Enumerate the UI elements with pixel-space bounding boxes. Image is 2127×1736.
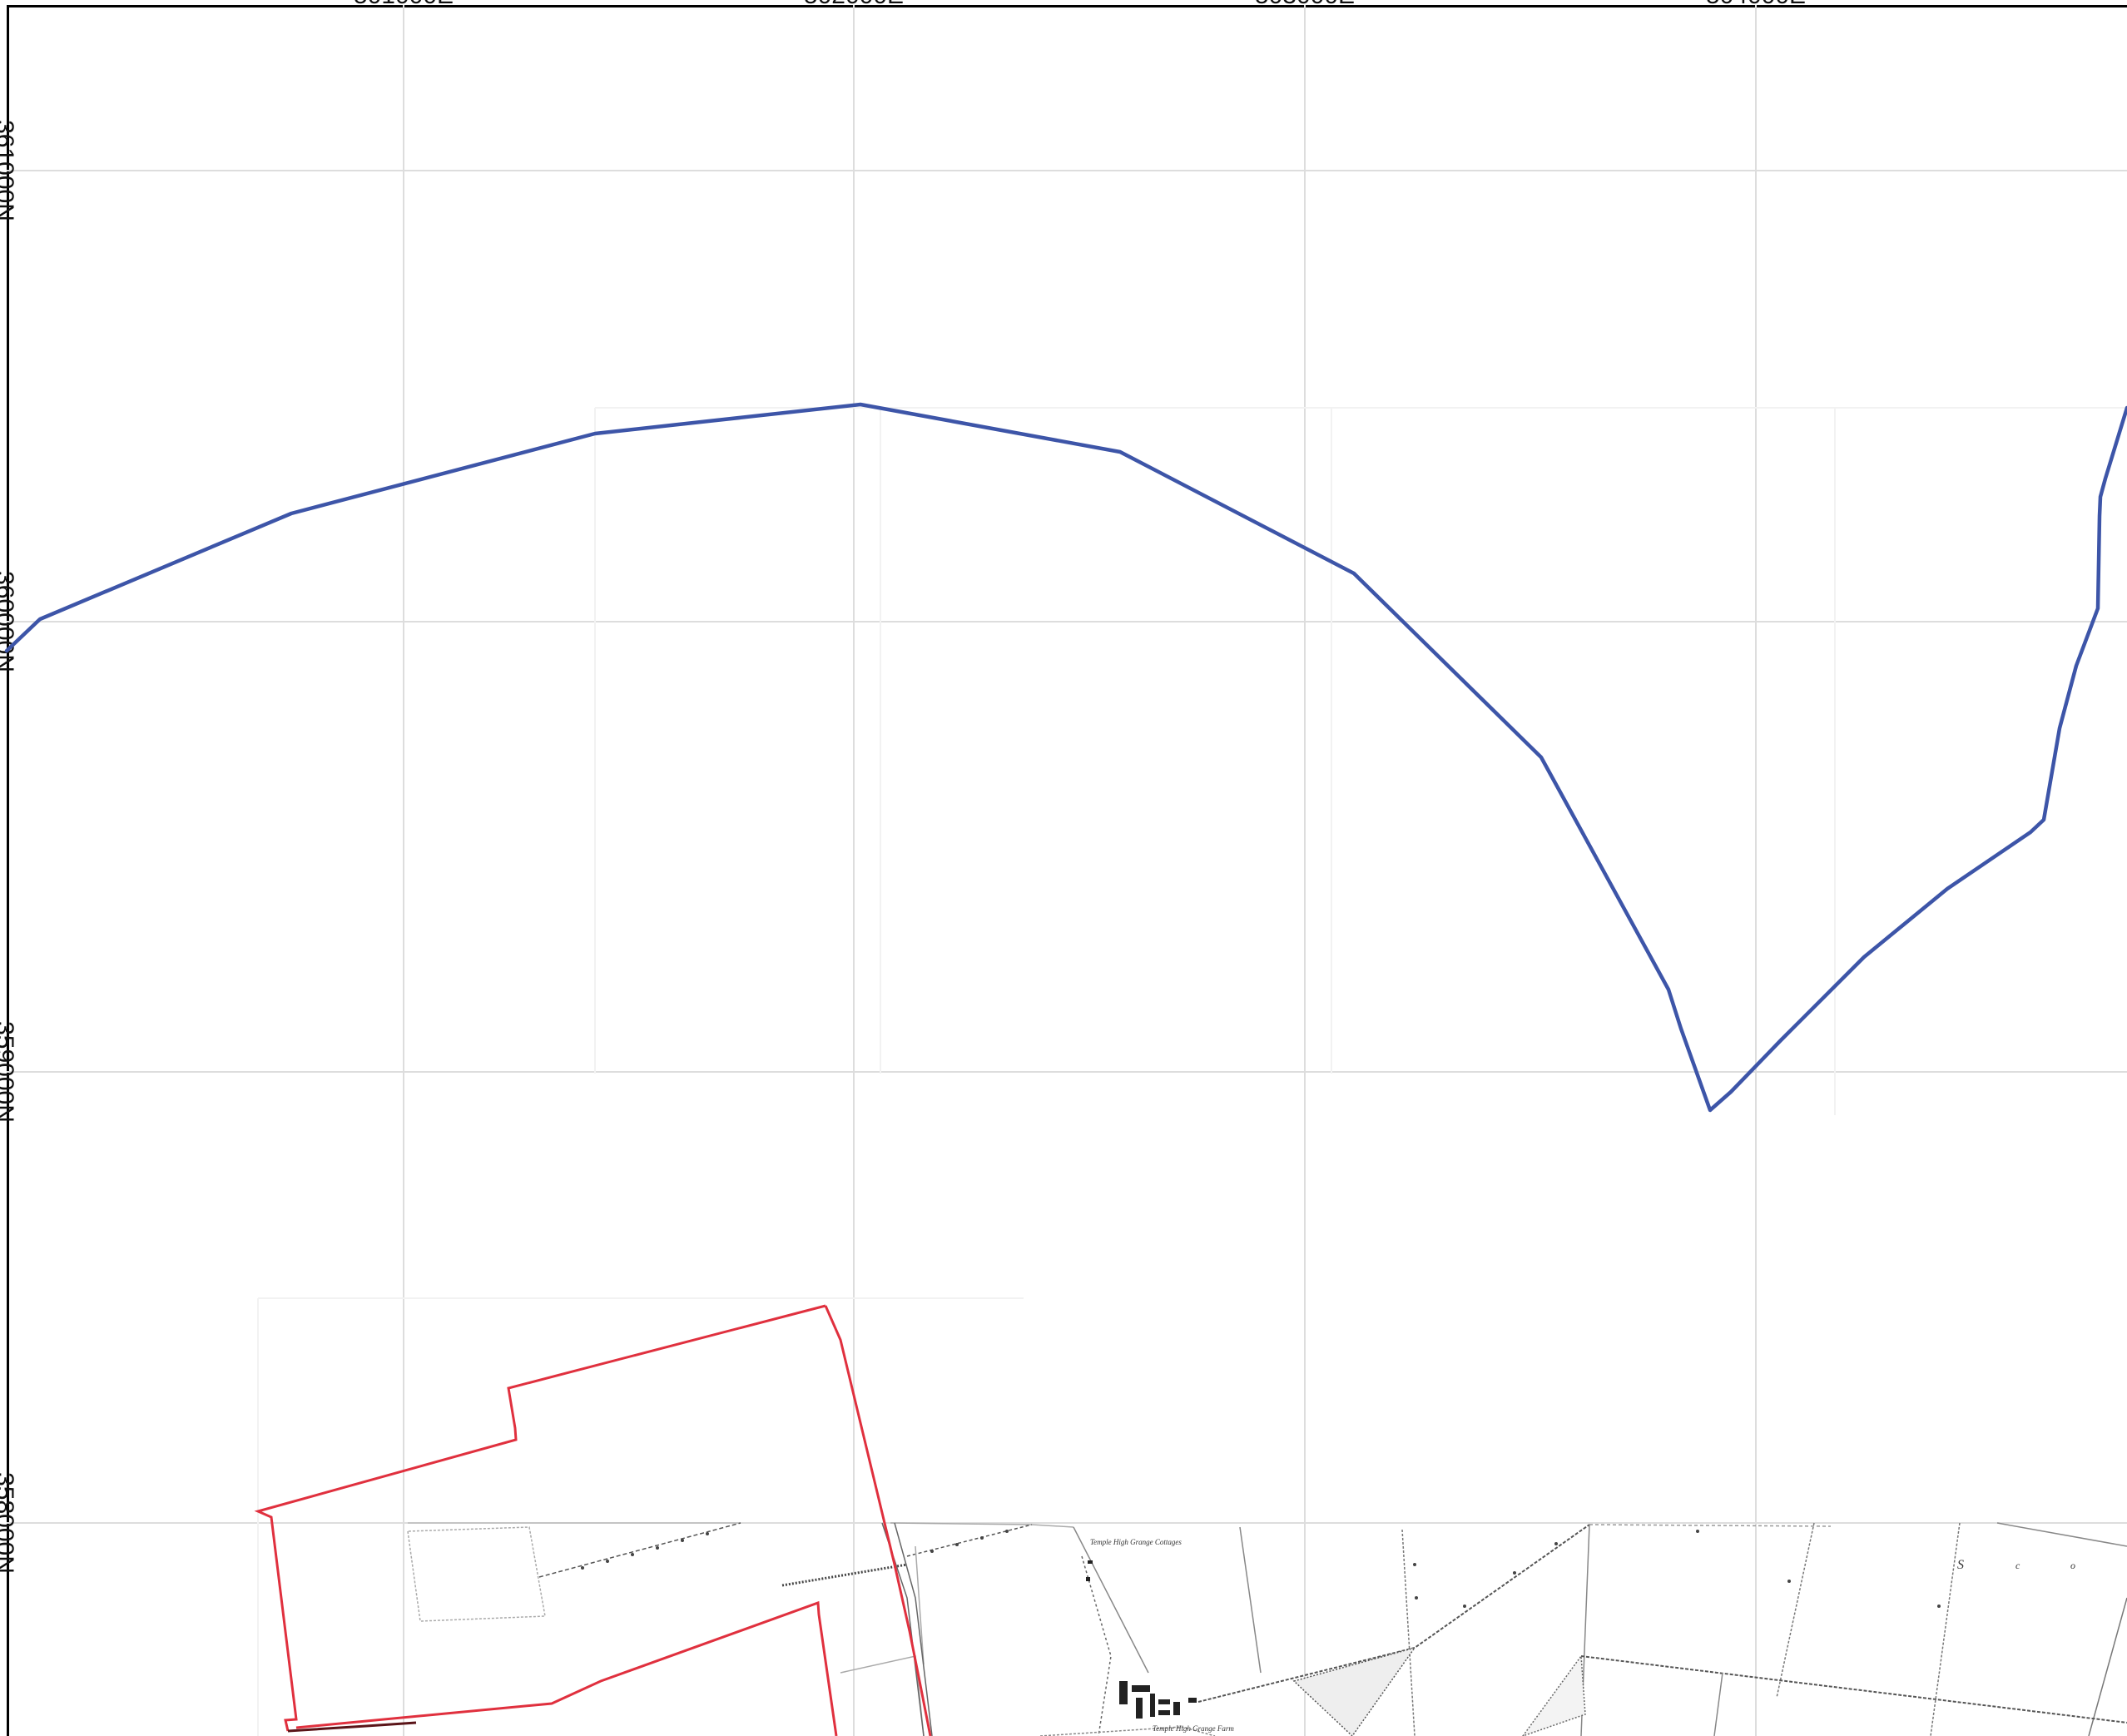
field-boundary: [1776, 1522, 1815, 1699]
tree: [1554, 1542, 1558, 1545]
label-letter-s: S: [1957, 1558, 1964, 1572]
hedge-trees: [581, 1530, 1941, 1608]
field-hedge: [781, 1563, 908, 1587]
farm-building: [1158, 1710, 1170, 1715]
field-boundary: [1081, 1555, 1112, 1736]
field-boundary: [2088, 1597, 2127, 1736]
northing-label-1: 361000N: [0, 120, 18, 221]
farm-building: [1173, 1702, 1180, 1715]
northing-label-3: 359000N: [0, 1021, 18, 1123]
tree: [606, 1560, 609, 1563]
tree: [681, 1539, 684, 1542]
farm-building: [1136, 1698, 1143, 1719]
tree: [1463, 1605, 1466, 1608]
cottage: [1088, 1560, 1093, 1564]
tree: [656, 1546, 659, 1550]
basemap-top-edge-3: [1589, 1524, 1832, 1527]
easting-labels: 501000E 502000E 503000E 504000E: [354, 0, 1806, 9]
woodland-plot: [1522, 1654, 1586, 1736]
tree: [1696, 1530, 1699, 1533]
field-boundary: [915, 1545, 925, 1665]
tree: [1413, 1563, 1416, 1566]
field-boundary: [1401, 1529, 1416, 1736]
field-boundary: [1713, 1672, 1723, 1736]
northing-labels: 361000N 360000N 359000N 358000N: [0, 120, 18, 1574]
farm-building: [1158, 1699, 1170, 1704]
red-site-boundary[interactable]: [824, 1305, 932, 1736]
label-cottages: Temple High Grange Cottages: [1090, 1538, 1182, 1546]
road: [894, 1522, 933, 1736]
farm-building: [1150, 1694, 1155, 1717]
tile-edges: [257, 407, 2127, 1736]
label-farm: Temple High Grange Farm: [1153, 1724, 1234, 1733]
easting-label-2: 502000E: [804, 0, 904, 9]
basemap-labels: Temple High Grange Cottages Temple High …: [1090, 1538, 2075, 1733]
farm-buildings: [1086, 1560, 1197, 1719]
field-hedge: [538, 1522, 741, 1578]
tree: [930, 1550, 934, 1553]
easting-label-4: 504000E: [1706, 0, 1806, 9]
cottage: [1086, 1577, 1090, 1581]
map-frame: [7, 5, 2127, 1736]
field-boundary: [1239, 1526, 1262, 1674]
label-letter-c: c: [2015, 1560, 2020, 1571]
red-site-boundary-south[interactable]: [295, 1600, 838, 1736]
track: [1039, 1726, 1216, 1736]
historic-basemap: [407, 1522, 2127, 1736]
northing-label-4: 358000N: [0, 1472, 18, 1574]
basemap-top-edge-4: [1996, 1522, 2127, 1547]
tree: [1513, 1571, 1516, 1575]
blue-boundary-line[interactable]: [4, 402, 2127, 1113]
label-letter-o: o: [2070, 1560, 2075, 1571]
woodland-plot: [1292, 1646, 1416, 1736]
farm-building: [1188, 1698, 1197, 1703]
grid-lines: [7, 5, 2127, 1736]
field-hedge: [906, 1524, 1033, 1557]
tree: [1005, 1530, 1009, 1533]
tree: [581, 1566, 584, 1570]
field-boundary: [1073, 1526, 1149, 1674]
northing-label-2: 360000N: [0, 571, 18, 672]
field-hedge: [1197, 1524, 1590, 1703]
farm-building: [1132, 1685, 1150, 1692]
farm-building: [1119, 1681, 1128, 1704]
tree: [706, 1532, 709, 1535]
tree: [631, 1553, 634, 1556]
field-hedge: [1580, 1655, 2127, 1724]
tree: [980, 1536, 984, 1540]
dark-boundary-segment: [287, 1721, 417, 1733]
easting-label-3: 503000E: [1255, 0, 1355, 9]
tree: [1937, 1605, 1941, 1608]
tree: [1787, 1580, 1791, 1583]
field-boundary: [407, 1526, 546, 1622]
red-site-boundary-west[interactable]: [254, 1304, 826, 1732]
easting-label-1: 501000E: [354, 0, 454, 9]
field-boundary: [1930, 1522, 1961, 1736]
tree: [1415, 1596, 1418, 1600]
tree: [955, 1543, 959, 1546]
